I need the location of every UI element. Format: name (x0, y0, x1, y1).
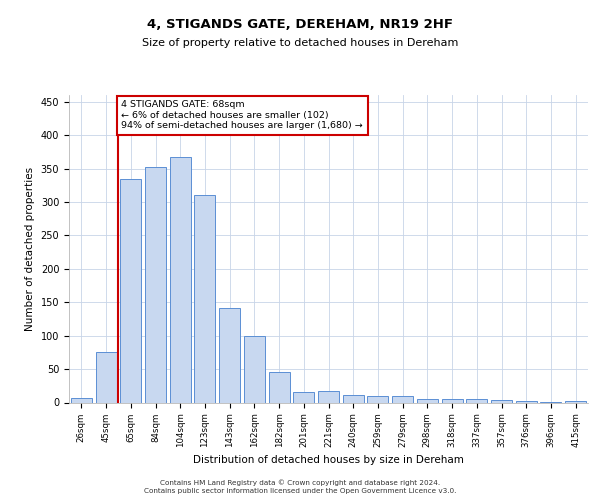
Bar (269, 372, 290, 402)
Bar (244, 336, 265, 402)
Bar (219, 308, 240, 402)
Text: 4 STIGANDS GATE: 68sqm
← 6% of detached houses are smaller (102)
94% of semi-det: 4 STIGANDS GATE: 68sqm ← 6% of detached … (121, 100, 363, 130)
Bar (466, 399, 487, 402)
Bar (293, 392, 314, 402)
Y-axis label: Number of detached properties: Number of detached properties (25, 166, 35, 331)
Bar (392, 396, 413, 402)
Bar (71, 398, 92, 402)
Text: Size of property relative to detached houses in Dereham: Size of property relative to detached ho… (142, 38, 458, 48)
Bar (318, 391, 339, 402)
Bar (95, 352, 116, 403)
Bar (120, 178, 141, 402)
Bar (565, 401, 586, 402)
Bar (491, 400, 512, 402)
Bar (417, 399, 438, 402)
Bar (516, 401, 537, 402)
Text: Contains HM Land Registry data © Crown copyright and database right 2024.
Contai: Contains HM Land Registry data © Crown c… (144, 480, 456, 494)
Bar (367, 396, 388, 402)
Text: 4, STIGANDS GATE, DEREHAM, NR19 2HF: 4, STIGANDS GATE, DEREHAM, NR19 2HF (147, 18, 453, 30)
Bar (442, 399, 463, 402)
Bar (343, 395, 364, 402)
Bar (194, 194, 215, 402)
Bar (145, 166, 166, 402)
Bar (170, 156, 191, 402)
X-axis label: Distribution of detached houses by size in Dereham: Distribution of detached houses by size … (193, 456, 464, 466)
